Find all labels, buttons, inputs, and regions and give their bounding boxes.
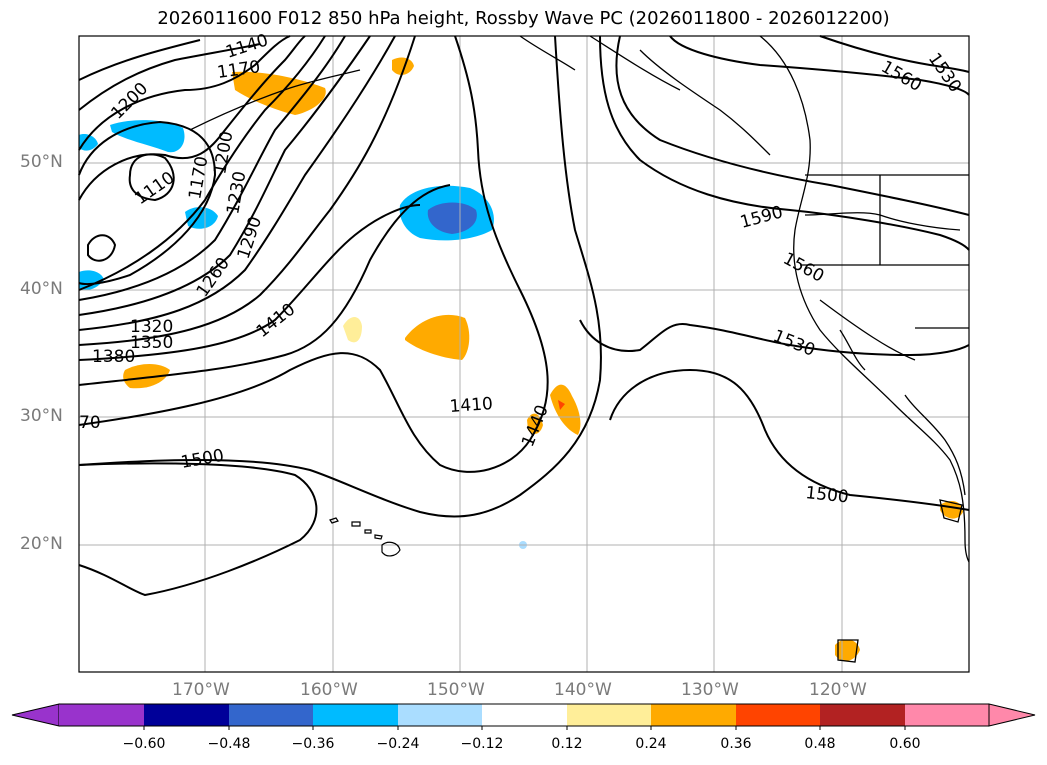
coastlines (189, 35, 970, 663)
height-contours (78, 35, 970, 597)
lat-label: 30°N (20, 406, 63, 426)
colorbar-tick-label: 0.60 (889, 736, 921, 752)
lon-label: 120°W (809, 680, 867, 700)
lat-label: 50°N (20, 152, 63, 172)
colorbar (11, 703, 1036, 730)
colorbar-tick-label: 0.48 (804, 736, 836, 752)
colorbar-tick-label: 0.24 (635, 736, 667, 752)
lat-label: 20°N (20, 534, 63, 554)
contour-label: 1320 (130, 317, 173, 337)
colorbar-tick-label: 0.12 (551, 736, 583, 752)
lon-label: 130°W (681, 680, 739, 700)
map-title: 2026011600 F012 850 hPa height, Rossby W… (157, 8, 890, 29)
colorbar-tick-label: 0.36 (720, 736, 752, 752)
anomaly-shading (79, 57, 963, 662)
colorbar-tick-label: −0.36 (291, 736, 335, 752)
contour-label: 70 (79, 413, 101, 433)
colorbar-tick-label: −0.24 (376, 736, 420, 752)
contour-label: 1410 (449, 394, 494, 417)
contour-label: 1350 (130, 333, 173, 353)
lon-label: 170°W (172, 680, 230, 700)
lat-label: 40°N (20, 279, 63, 299)
colorbar-tick-label: −0.60 (122, 736, 166, 752)
colorbar-tick-label: −0.48 (207, 736, 251, 752)
hawaiian-islands (329, 517, 401, 557)
contour-label: 1500 (804, 483, 849, 507)
lon-label: 140°W (554, 680, 612, 700)
contour-label: 1380 (92, 347, 135, 367)
lon-label: 160°W (300, 680, 358, 700)
map-frame (78, 35, 970, 673)
colorbar-tick-label: −0.12 (460, 736, 504, 752)
lon-label: 150°W (427, 680, 485, 700)
